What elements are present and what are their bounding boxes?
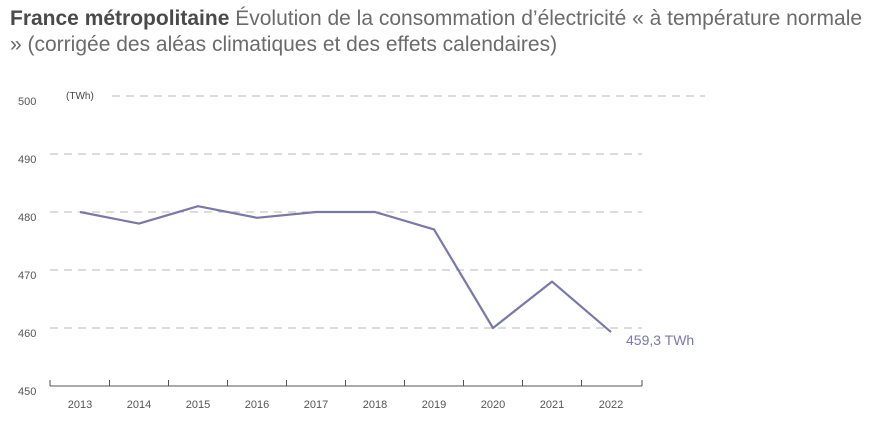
x-tick-label: 2014	[127, 399, 151, 411]
y-tick-label: 470	[18, 270, 36, 282]
y-axis-unit-label: (TWh)	[66, 91, 94, 102]
y-tick-label: 500	[18, 96, 36, 108]
y-tick-label: 460	[18, 328, 36, 340]
y-tick-label: 490	[18, 154, 36, 166]
chart-title-bold: France métropolitaine	[10, 7, 230, 30]
x-tick-label: 2017	[304, 399, 328, 411]
y-tick-label: 480	[18, 212, 36, 224]
x-tick-label: 2016	[245, 399, 269, 411]
x-axis-ticks: 2013 2014 2015 2016 2017 2018 2019 2020 2021 2022	[49, 380, 643, 411]
x-tick-label: 2018	[363, 399, 387, 411]
series-line	[79, 205, 612, 333]
last-point-label: 459,3 TWh	[626, 332, 694, 348]
y-tick-label: 450	[18, 386, 36, 398]
x-tick-label: 2021	[540, 399, 564, 411]
y-axis-ticks: 450 460 470 480 490 500	[18, 96, 36, 398]
x-tick-label: 2015	[186, 399, 210, 411]
chart-title-rest: Évolution de la consommation d’électrici…	[10, 7, 863, 56]
chart-title: France métropolitaine Évolution de la co…	[10, 6, 865, 58]
x-tick-label: 2022	[599, 399, 623, 411]
x-tick-label: 2019	[422, 399, 446, 411]
gridlines	[50, 95, 705, 329]
x-tick-label: 2013	[68, 399, 92, 411]
x-tick-label: 2020	[481, 399, 505, 411]
